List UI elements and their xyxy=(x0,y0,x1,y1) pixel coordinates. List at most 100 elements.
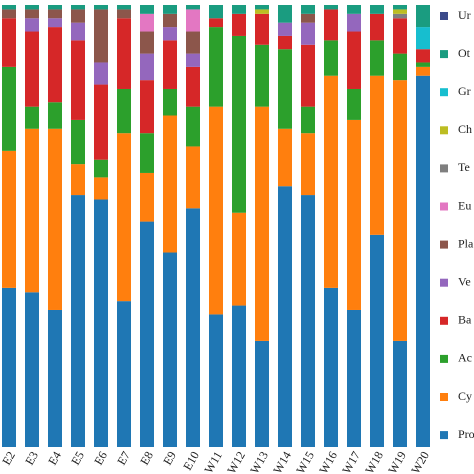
bar-segment xyxy=(301,106,315,134)
bar-segment xyxy=(255,9,269,14)
bar-segment xyxy=(140,13,154,32)
legend-label: Ac xyxy=(458,351,472,365)
legend-swatch xyxy=(440,354,448,363)
legend-swatch xyxy=(440,12,448,20)
bar-segment xyxy=(71,9,85,23)
bar-segment xyxy=(232,305,246,447)
x-tick-label: E2 xyxy=(0,449,18,468)
legend-swatch xyxy=(440,278,448,287)
bar-segment xyxy=(393,53,407,81)
bar-segment xyxy=(347,5,361,14)
x-tick-label: E5 xyxy=(68,449,87,468)
bar-segment xyxy=(25,31,39,107)
x-tick-label: E4 xyxy=(45,449,64,468)
bar-segment xyxy=(347,31,361,89)
x-tick-label: E8 xyxy=(137,449,156,468)
bar-segment xyxy=(370,5,384,14)
bar-segment xyxy=(232,13,246,36)
bar-segment xyxy=(278,49,292,129)
bar-segment xyxy=(163,88,177,116)
bar-segment xyxy=(255,106,269,341)
bar-segment xyxy=(393,80,407,341)
legend-swatch xyxy=(440,316,448,325)
bar-segment xyxy=(416,62,430,67)
bar-segment xyxy=(209,18,223,28)
bar-segment xyxy=(163,5,177,14)
bar-segment xyxy=(347,88,361,120)
bar-segment xyxy=(140,221,154,447)
bar-segment xyxy=(48,9,62,19)
bar-segment xyxy=(140,5,154,14)
bar-segment xyxy=(393,5,407,10)
bar-segment xyxy=(255,44,269,107)
x-tick-label: W13 xyxy=(247,449,271,474)
bar-segment xyxy=(347,13,361,32)
bar-segment xyxy=(71,119,85,165)
bar-segment xyxy=(2,5,16,10)
bar-segment xyxy=(370,234,384,447)
bar-segment xyxy=(209,27,223,107)
bar-segment xyxy=(48,128,62,310)
bar-segment xyxy=(25,9,39,19)
bar-segment xyxy=(48,27,62,103)
x-tick-label: E9 xyxy=(160,449,179,468)
bar-segment xyxy=(278,5,292,23)
bar-segment xyxy=(94,9,108,63)
bar-segment xyxy=(301,44,315,107)
bar-segment xyxy=(393,13,407,19)
bar-segment xyxy=(117,5,131,10)
bar-segment xyxy=(347,309,361,447)
bar-segment xyxy=(278,35,292,50)
bar-segment xyxy=(140,172,154,222)
bar-segment xyxy=(255,5,269,10)
bar-segment xyxy=(278,186,292,447)
bar-segment xyxy=(324,5,338,10)
bar-segment xyxy=(416,75,430,447)
bar-segment xyxy=(186,9,200,32)
bar-segment xyxy=(393,9,407,14)
bar-segment xyxy=(301,5,315,14)
bar-segment xyxy=(71,5,85,10)
bar-segment xyxy=(301,22,315,45)
legend-swatch xyxy=(440,240,448,249)
bar-segment xyxy=(48,18,62,28)
bar-segment xyxy=(186,53,200,67)
bar-segment xyxy=(140,80,154,134)
x-tick-label: W12 xyxy=(224,449,248,474)
bar-segment xyxy=(416,49,430,63)
bar-segment xyxy=(255,340,269,447)
bar-segment xyxy=(2,9,16,19)
bar-segment xyxy=(416,66,430,76)
legend-label: Ch xyxy=(458,122,472,136)
x-tick-label: W18 xyxy=(362,449,386,474)
bar-segment xyxy=(71,164,85,196)
x-tick-label: E3 xyxy=(22,449,41,468)
bar-segment xyxy=(94,159,108,178)
bar-segment xyxy=(393,340,407,447)
bar-segment xyxy=(2,150,16,288)
legend-label: Eu xyxy=(458,198,471,212)
bar-segment xyxy=(301,195,315,447)
x-tick-label: W19 xyxy=(385,449,409,474)
bar-segment xyxy=(117,301,131,447)
bar-segment xyxy=(370,13,384,41)
x-tick-label: W16 xyxy=(316,449,340,474)
bar-segment xyxy=(94,62,108,85)
bar-segment xyxy=(209,106,223,315)
bar-segment xyxy=(186,146,200,209)
bar-segment xyxy=(255,13,269,45)
bar-segment xyxy=(117,18,131,89)
bar-segment xyxy=(2,287,16,447)
x-tick-label: W14 xyxy=(270,449,294,474)
legend-label: Pla xyxy=(458,236,474,250)
legend-label: Cy xyxy=(458,389,472,403)
bar-segment xyxy=(347,119,361,310)
legend-label: Ve xyxy=(458,274,471,288)
bar-segment xyxy=(94,199,108,447)
bar-segment xyxy=(140,133,154,173)
bar-segment xyxy=(117,9,131,19)
legend-swatch xyxy=(440,88,448,97)
bar-segment xyxy=(94,177,108,200)
bar-segment xyxy=(232,212,246,306)
